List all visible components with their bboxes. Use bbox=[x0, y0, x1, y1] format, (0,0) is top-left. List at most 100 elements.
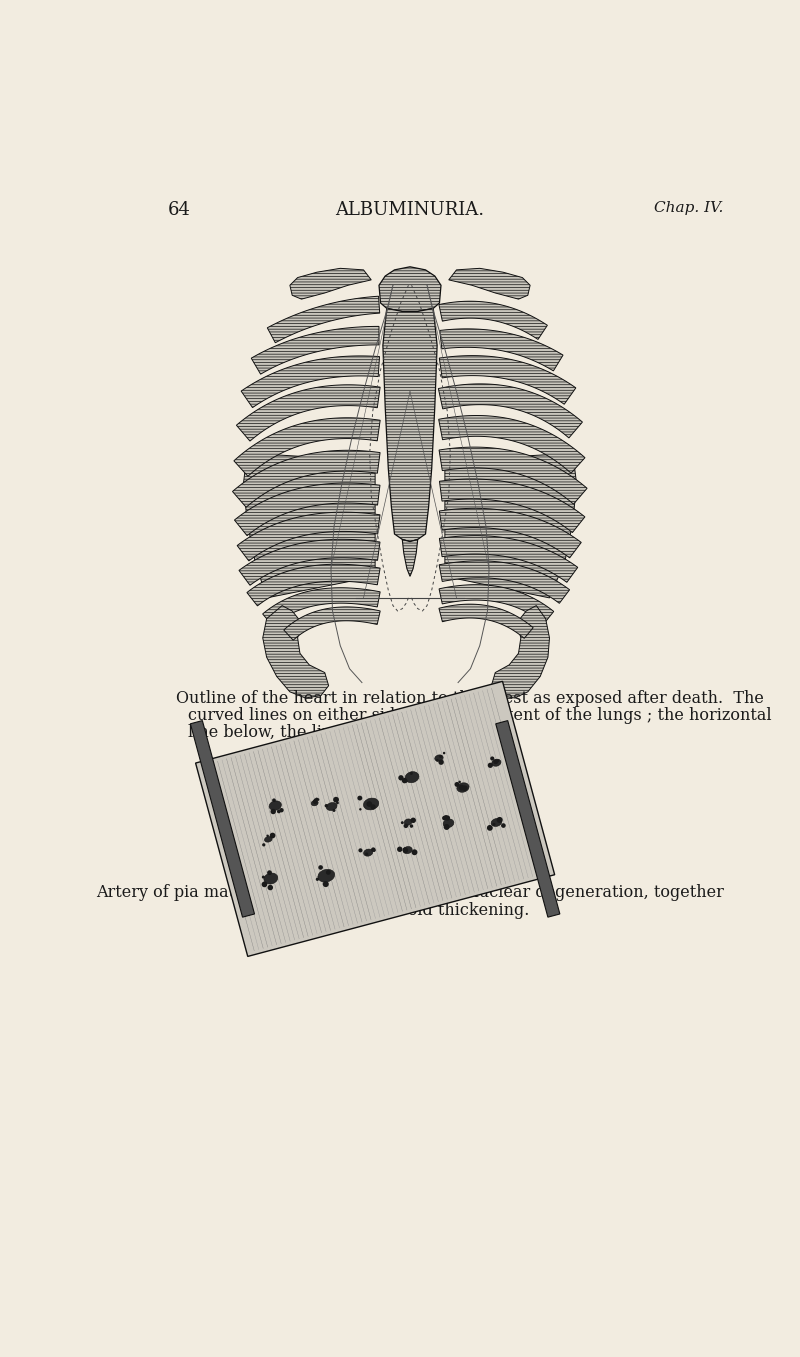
Polygon shape bbox=[190, 721, 254, 917]
Polygon shape bbox=[234, 483, 380, 536]
Polygon shape bbox=[439, 560, 570, 604]
Circle shape bbox=[410, 824, 414, 828]
Ellipse shape bbox=[404, 818, 412, 825]
Circle shape bbox=[494, 760, 498, 764]
Circle shape bbox=[458, 784, 465, 791]
Polygon shape bbox=[234, 418, 380, 476]
Circle shape bbox=[410, 772, 413, 775]
Polygon shape bbox=[445, 453, 577, 598]
Polygon shape bbox=[438, 415, 585, 474]
Polygon shape bbox=[439, 446, 587, 503]
Circle shape bbox=[272, 798, 276, 802]
Ellipse shape bbox=[457, 783, 469, 792]
Circle shape bbox=[488, 763, 493, 768]
Circle shape bbox=[462, 786, 468, 791]
Circle shape bbox=[333, 809, 335, 811]
Circle shape bbox=[316, 878, 319, 881]
Polygon shape bbox=[262, 605, 329, 697]
Circle shape bbox=[270, 835, 273, 837]
Polygon shape bbox=[496, 721, 560, 917]
Circle shape bbox=[359, 809, 362, 810]
Ellipse shape bbox=[363, 849, 373, 856]
Circle shape bbox=[487, 825, 493, 830]
Ellipse shape bbox=[311, 801, 318, 806]
Circle shape bbox=[365, 852, 368, 856]
Circle shape bbox=[262, 882, 267, 887]
Circle shape bbox=[444, 816, 448, 820]
Circle shape bbox=[267, 870, 272, 875]
Polygon shape bbox=[243, 453, 375, 598]
Circle shape bbox=[458, 780, 461, 783]
Circle shape bbox=[438, 760, 444, 765]
Circle shape bbox=[314, 798, 317, 802]
Polygon shape bbox=[195, 681, 554, 957]
Circle shape bbox=[373, 849, 376, 852]
Ellipse shape bbox=[326, 802, 337, 810]
Circle shape bbox=[443, 752, 446, 754]
Circle shape bbox=[371, 847, 375, 852]
Circle shape bbox=[442, 816, 446, 821]
Polygon shape bbox=[290, 269, 371, 299]
Text: Chap. IV.: Chap. IV. bbox=[654, 201, 723, 214]
Polygon shape bbox=[284, 607, 380, 641]
Circle shape bbox=[318, 866, 323, 870]
Circle shape bbox=[411, 849, 418, 855]
Polygon shape bbox=[402, 539, 418, 577]
Polygon shape bbox=[247, 565, 380, 605]
Polygon shape bbox=[440, 328, 563, 370]
Circle shape bbox=[497, 817, 502, 822]
Circle shape bbox=[270, 809, 276, 814]
Polygon shape bbox=[438, 384, 582, 438]
Ellipse shape bbox=[363, 798, 378, 810]
Ellipse shape bbox=[269, 801, 282, 810]
Circle shape bbox=[326, 870, 331, 875]
Polygon shape bbox=[449, 269, 530, 299]
Polygon shape bbox=[241, 356, 379, 407]
Text: 64: 64 bbox=[168, 201, 191, 218]
Polygon shape bbox=[439, 356, 576, 404]
Circle shape bbox=[325, 805, 328, 807]
Polygon shape bbox=[237, 512, 380, 560]
Ellipse shape bbox=[491, 818, 502, 826]
Circle shape bbox=[501, 824, 506, 828]
Text: curved lines on either side show the extent of the lungs ; the horizontal: curved lines on either side show the ext… bbox=[188, 707, 772, 725]
Circle shape bbox=[266, 835, 269, 837]
Circle shape bbox=[279, 807, 284, 813]
Circle shape bbox=[262, 843, 266, 847]
Circle shape bbox=[490, 756, 494, 760]
Ellipse shape bbox=[403, 847, 412, 854]
Circle shape bbox=[398, 775, 404, 780]
Circle shape bbox=[366, 801, 372, 807]
Circle shape bbox=[403, 848, 408, 854]
Circle shape bbox=[439, 754, 442, 759]
Circle shape bbox=[445, 816, 450, 821]
Circle shape bbox=[410, 817, 416, 822]
Polygon shape bbox=[239, 539, 380, 585]
Ellipse shape bbox=[405, 772, 419, 783]
Ellipse shape bbox=[434, 754, 443, 761]
Circle shape bbox=[397, 847, 402, 852]
Circle shape bbox=[444, 824, 450, 830]
Circle shape bbox=[402, 778, 407, 783]
Circle shape bbox=[370, 805, 376, 810]
Circle shape bbox=[315, 798, 318, 801]
Circle shape bbox=[496, 759, 499, 763]
Text: Artery of pia mater in glycerine, showing the nuclear degeneration, together: Artery of pia mater in glycerine, showin… bbox=[96, 885, 724, 901]
Ellipse shape bbox=[443, 818, 454, 828]
Circle shape bbox=[358, 848, 362, 852]
Circle shape bbox=[358, 795, 362, 801]
Circle shape bbox=[262, 875, 265, 878]
Polygon shape bbox=[439, 479, 585, 532]
Ellipse shape bbox=[318, 870, 334, 882]
Polygon shape bbox=[379, 267, 441, 312]
Polygon shape bbox=[439, 509, 582, 558]
Text: Outline of the heart in relation to the chest as exposed after death.  The: Outline of the heart in relation to the … bbox=[176, 691, 764, 707]
Circle shape bbox=[317, 798, 319, 801]
Text: with some fibroid thickening.: with some fibroid thickening. bbox=[290, 902, 530, 919]
Polygon shape bbox=[237, 385, 380, 441]
Polygon shape bbox=[383, 308, 437, 541]
Circle shape bbox=[322, 881, 329, 887]
Polygon shape bbox=[267, 296, 380, 343]
Polygon shape bbox=[439, 604, 533, 638]
Circle shape bbox=[402, 847, 407, 852]
